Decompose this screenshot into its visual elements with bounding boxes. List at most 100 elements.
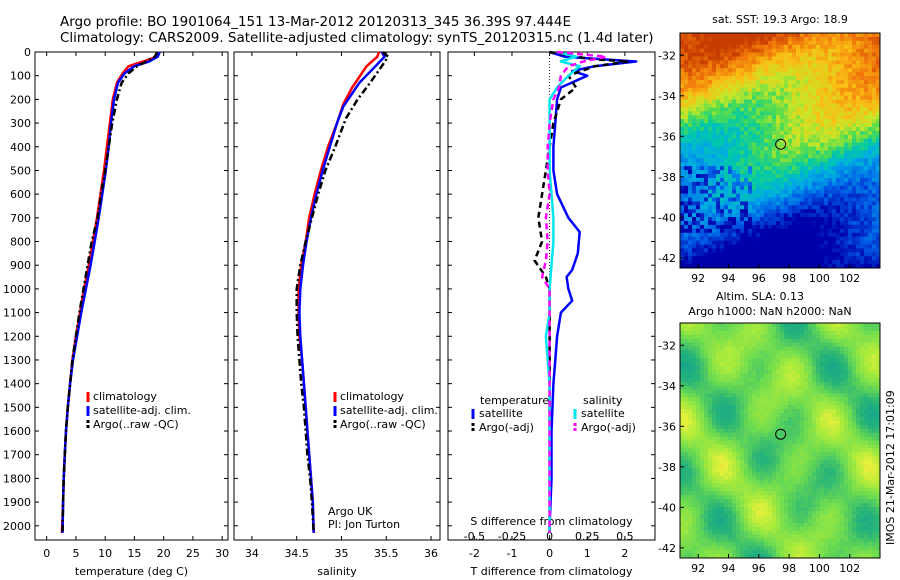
map-cell	[848, 127, 852, 131]
map-cell	[716, 441, 720, 445]
map-cell	[872, 444, 876, 448]
map-cell	[736, 92, 740, 96]
map-cell	[832, 45, 836, 49]
map-cell	[720, 92, 724, 96]
map-cell	[748, 60, 752, 64]
map-cell	[872, 327, 876, 331]
map-cell	[848, 80, 852, 84]
map-cell	[732, 147, 736, 151]
map-cell	[864, 170, 868, 174]
map-cell	[764, 421, 768, 425]
map-cell	[852, 335, 856, 339]
map-cell	[860, 45, 864, 49]
map-cell	[756, 60, 760, 64]
map-cell	[728, 452, 732, 456]
map-cell	[772, 107, 776, 111]
map-cell	[716, 394, 720, 398]
map-cell	[864, 409, 868, 413]
map-cell	[844, 147, 848, 151]
map-cell	[744, 413, 748, 417]
map-cell	[820, 174, 824, 178]
map-cell	[700, 60, 704, 64]
map-cell	[872, 354, 876, 358]
map-cell	[688, 135, 692, 139]
map-cell	[764, 57, 768, 61]
map-cell	[780, 397, 784, 401]
map-cell	[852, 72, 856, 76]
map-cell	[784, 68, 788, 72]
map-cell	[796, 362, 800, 366]
map-cell	[872, 139, 876, 143]
map-cell	[804, 323, 808, 327]
map-cell	[864, 107, 868, 111]
map-cell	[740, 115, 744, 119]
map-cell	[720, 158, 724, 162]
map-cell	[680, 394, 684, 398]
map-cell	[788, 245, 792, 249]
map-cell	[764, 429, 768, 433]
map-cell	[800, 53, 804, 57]
map-cell	[736, 397, 740, 401]
map-cell	[716, 350, 720, 354]
map-cell	[804, 413, 808, 417]
map-cell	[736, 123, 740, 127]
map-cell	[692, 182, 696, 186]
map-cell	[720, 401, 724, 405]
map-cell	[720, 72, 724, 76]
map-cell	[728, 201, 732, 205]
map-cell	[776, 441, 780, 445]
map-cell	[796, 96, 800, 100]
map-cell	[716, 245, 720, 249]
map-cell	[744, 370, 748, 374]
map-cell	[720, 76, 724, 80]
map-cell	[784, 37, 788, 41]
map-cell	[744, 64, 748, 68]
map-cell	[872, 409, 876, 413]
map-cell	[768, 104, 772, 108]
map-cell	[860, 444, 864, 448]
map-cell	[856, 119, 860, 123]
map-cell	[836, 354, 840, 358]
map-cell	[780, 96, 784, 100]
map-cell	[836, 131, 840, 135]
map-cell	[844, 390, 848, 394]
map-cell	[760, 96, 764, 100]
map-cell	[780, 49, 784, 53]
map-cell	[752, 158, 756, 162]
map-cell	[700, 53, 704, 57]
map-cell	[752, 49, 756, 53]
map-cell	[788, 100, 792, 104]
map-cell	[828, 84, 832, 88]
map-cell	[840, 186, 844, 190]
map-cell	[840, 80, 844, 84]
map-cell	[848, 131, 852, 135]
map-cell	[816, 382, 820, 386]
map-cell	[828, 104, 832, 108]
map-cell	[692, 245, 696, 249]
map-cell	[840, 350, 844, 354]
map-cell	[840, 397, 844, 401]
map-cell	[736, 237, 740, 241]
map-cell	[808, 147, 812, 151]
map-cell	[824, 119, 828, 123]
map-cell	[728, 405, 732, 409]
map-cell	[812, 397, 816, 401]
map-cell	[836, 413, 840, 417]
map-cell	[728, 205, 732, 209]
map-cell	[748, 245, 752, 249]
map-cell	[804, 233, 808, 237]
map-cell	[740, 386, 744, 390]
map-cell	[712, 347, 716, 351]
map-cell	[756, 127, 760, 131]
map-cell	[848, 370, 852, 374]
map-cell	[804, 123, 808, 127]
map-cell	[792, 241, 796, 245]
map-cell	[812, 76, 816, 80]
map-cell	[684, 115, 688, 119]
map-cell	[752, 53, 756, 57]
map-cell	[820, 433, 824, 437]
map-cell	[712, 49, 716, 53]
map-cell	[724, 45, 728, 49]
map-cell	[836, 158, 840, 162]
map-cell	[772, 390, 776, 394]
